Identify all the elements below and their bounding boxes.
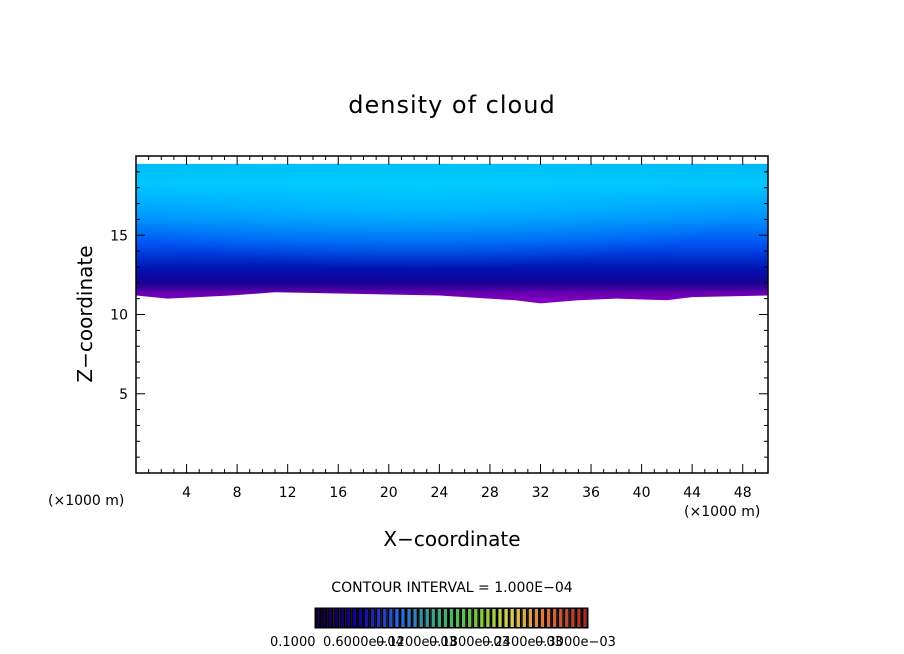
x-axis-unit: (×1000 m) — [684, 504, 760, 520]
x-tick-label: 16 — [329, 485, 347, 501]
x-tick-label: 12 — [279, 485, 297, 501]
x-tick-label: 36 — [582, 485, 600, 501]
x-tick-label: 20 — [380, 485, 398, 501]
colorbar-label: 0.1000 — [270, 635, 316, 650]
x-tick-label: 40 — [633, 485, 651, 501]
x-tick-label: 4 — [182, 485, 191, 501]
colorbar-labels: 0.1000 0.6000e−040.1200e−030.1800e−030.24… — [270, 635, 616, 650]
colorbar-label: 0.1200e−03 — [376, 635, 457, 650]
colorbar-label: 0.3000e−03 — [535, 635, 616, 650]
y-axis-label: Z−coordinate — [73, 245, 97, 382]
colorbar-frame — [314, 607, 589, 629]
y-tick-label: 10 — [110, 308, 128, 324]
colorbar-label: 0.1800e−03 — [429, 635, 510, 650]
x-tick-label: 8 — [233, 485, 242, 501]
y-tick-label: 5 — [119, 387, 128, 403]
colorbar — [315, 608, 588, 628]
x-axis-ticks: 4 8 12 16 20 24 28 32 36 40 44 48 — [148, 156, 756, 501]
cloud-glow-region — [136, 163, 768, 304]
x-tick-label: 32 — [532, 485, 550, 501]
colorbar-label: 0.6000e−04 — [323, 635, 404, 650]
y-tick-label: 15 — [110, 228, 128, 244]
plot-field — [136, 163, 768, 304]
x-tick-label: 48 — [734, 485, 752, 501]
contour-interval-label: CONTOUR INTERVAL = 1.000E−04 — [331, 580, 572, 596]
chart-title: density of cloud — [348, 91, 555, 119]
colorbar-label: 0.2400e−03 — [482, 635, 563, 650]
y-axis-ticks: 5 10 15 — [110, 171, 768, 458]
x-tick-label: 28 — [481, 485, 499, 501]
x-axis-label: X−coordinate — [383, 527, 520, 551]
x-tick-label: 24 — [430, 485, 448, 501]
x-tick-label: 44 — [683, 485, 701, 501]
y-axis-unit: (×1000 m) — [48, 493, 124, 509]
